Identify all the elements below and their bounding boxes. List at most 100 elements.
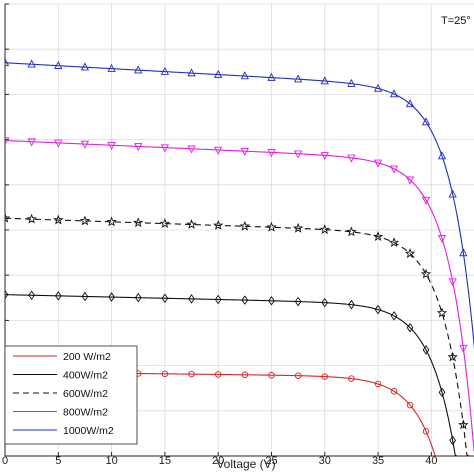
- data-point: [134, 143, 143, 152]
- x-tick-label: 5: [55, 455, 61, 467]
- data-point: [389, 89, 399, 98]
- data-point: [134, 65, 143, 74]
- data-point: [266, 221, 277, 232]
- legend-label: 800W/m2: [63, 407, 108, 419]
- data-point: [53, 214, 64, 225]
- data-point: [81, 291, 89, 302]
- data-point: [26, 213, 37, 224]
- data-point: [188, 370, 195, 378]
- data-point: [348, 299, 355, 310]
- data-point: [240, 147, 249, 156]
- data-point: [421, 196, 431, 205]
- data-point: [27, 138, 36, 147]
- legend-label: 1000W/m2: [63, 425, 114, 437]
- data-point: [5, 212, 11, 223]
- x-tick-label: 20: [212, 455, 224, 467]
- data-point: [448, 189, 457, 198]
- data-point: [80, 140, 90, 149]
- data-point: [406, 401, 414, 409]
- data-point: [159, 218, 171, 229]
- data-point: [422, 345, 430, 355]
- data-point: [214, 294, 222, 305]
- data-point: [239, 220, 251, 231]
- data-point: [436, 307, 448, 318]
- data-point: [447, 351, 458, 362]
- data-point: [54, 291, 62, 301]
- data-point: [405, 176, 415, 185]
- data-point: [267, 72, 276, 81]
- data-point: [107, 63, 116, 72]
- data-point: [268, 371, 275, 379]
- series-3: [5, 212, 469, 456]
- legend-box: [4, 345, 138, 445]
- data-point: [347, 78, 356, 87]
- ticks: 0 5 10 15 20 25 30 35 40: [2, 3, 437, 467]
- data-point: [404, 248, 416, 258]
- series-4: [5, 137, 474, 452]
- x-tick-label: 25: [265, 455, 277, 467]
- annotation-text: T=25°: [441, 15, 471, 27]
- data-point: [346, 226, 357, 237]
- data-point: [161, 370, 169, 378]
- data-point: [320, 152, 329, 161]
- data-point: [268, 295, 275, 306]
- data-point: [449, 435, 457, 446]
- data-point: [160, 144, 170, 153]
- data-point: [80, 62, 90, 71]
- series-2: [5, 289, 458, 456]
- data-point: [389, 165, 399, 174]
- data-point: [187, 68, 196, 77]
- series-line: [5, 139, 474, 452]
- data-point: [107, 141, 116, 151]
- data-point: [213, 219, 224, 230]
- legend-label: 600W/m2: [63, 388, 108, 400]
- data-point: [459, 248, 468, 257]
- data-point: [374, 380, 382, 388]
- series-line: [5, 294, 458, 456]
- x-tick-label: 10: [105, 455, 117, 467]
- data-point: [458, 419, 469, 430]
- data-point: [5, 137, 10, 146]
- legend-label: 400W/m2: [63, 370, 108, 382]
- data-point: [448, 278, 457, 287]
- data-point: [437, 151, 447, 160]
- data-point: [293, 150, 303, 159]
- data-point: [54, 60, 63, 69]
- data-point: [374, 304, 382, 315]
- data-point: [186, 219, 197, 229]
- data-point: [108, 292, 115, 302]
- data-point: [267, 149, 276, 158]
- data-point: [406, 322, 414, 333]
- data-point: [321, 297, 329, 308]
- data-point: [292, 222, 304, 233]
- data-point: [459, 344, 468, 353]
- data-point: [420, 268, 432, 279]
- x-tick-label: 40: [425, 455, 437, 467]
- data-point: [390, 311, 398, 321]
- data-point: [161, 293, 169, 304]
- data-point: [241, 371, 249, 379]
- data-point: [294, 372, 302, 379]
- data-point: [348, 375, 355, 382]
- data-point: [422, 428, 430, 435]
- series-5: [5, 57, 474, 350]
- data-point: [293, 74, 303, 83]
- data-point: [388, 237, 400, 248]
- data-point: [319, 224, 330, 235]
- data-point: [187, 145, 196, 154]
- data-point: [390, 388, 398, 395]
- data-point: [5, 57, 10, 67]
- data-point: [54, 139, 63, 148]
- data-point: [214, 146, 223, 155]
- data-point: [240, 71, 249, 80]
- legend-label: 200 W/m2: [63, 351, 111, 363]
- data-point: [405, 99, 415, 108]
- data-point: [106, 216, 117, 227]
- x-axis-label: Voltage (V): [216, 457, 275, 471]
- x-tick-label: 0: [2, 455, 8, 467]
- legend: 200 W/m2 400W/m2 600W/m2 800W/m2 1000W/m2: [4, 345, 138, 445]
- data-point: [294, 296, 302, 307]
- data-point: [320, 76, 329, 85]
- data-point: [347, 154, 356, 163]
